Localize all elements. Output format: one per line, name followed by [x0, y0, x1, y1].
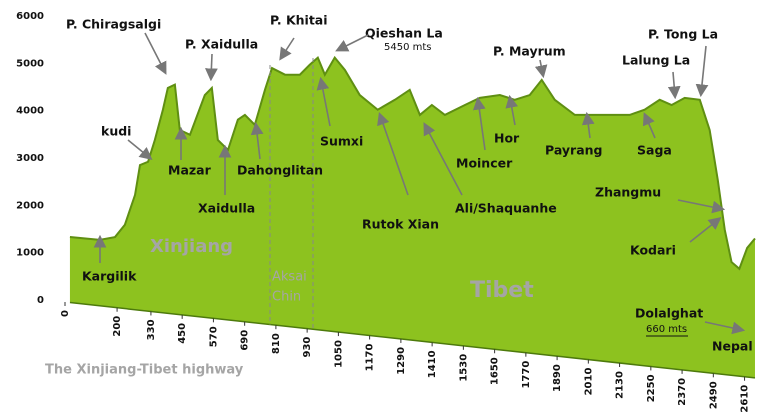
x-tick-label: 690 — [240, 330, 251, 351]
region-label: Tibet — [470, 278, 534, 303]
annotation: Moincer — [456, 156, 513, 171]
x-tick-label: 2010 — [583, 368, 594, 396]
x-tick-label: 1290 — [396, 347, 407, 375]
base-line — [69, 301, 756, 379]
x-tick-label: 2250 — [646, 374, 657, 402]
annotation: Qieshan La — [365, 26, 443, 41]
annotation-arrow — [667, 71, 681, 100]
annotation: 5450 mts — [384, 42, 432, 53]
x-tick-label: 450 — [177, 323, 188, 344]
annotation: Kargilik — [82, 269, 137, 284]
x-tick-label: 1170 — [365, 343, 376, 371]
annotation: Saga — [637, 143, 672, 158]
y-tick-label: 2000 — [16, 200, 44, 211]
area-line — [69, 55, 756, 271]
y-tick-label: 1000 — [16, 248, 44, 259]
annotation-arrow — [316, 76, 331, 127]
annotation: Hor — [494, 131, 520, 146]
annotation-arrow — [279, 37, 295, 61]
annotation-arrow — [472, 96, 486, 151]
region-label: Xinjiang — [150, 236, 233, 257]
annotation-arrow — [677, 199, 726, 214]
annotation-arrow — [144, 32, 167, 75]
annotation: P. Tong La — [648, 27, 718, 42]
annotation-arrow — [250, 121, 264, 160]
annotation: Ali/Shaquanhe — [455, 201, 557, 216]
x-tick-label: 2130 — [615, 371, 626, 399]
region-label: Chin — [272, 290, 301, 305]
annotation: Dolalghat — [635, 306, 703, 321]
annotation-arrow — [205, 53, 218, 82]
x-tick-label: 1890 — [552, 364, 563, 392]
annotation: Mazar — [168, 163, 212, 178]
x-tick-label: 570 — [208, 326, 219, 347]
y-tick-label: 6000 — [16, 11, 44, 22]
y-tick-label: 0 — [37, 295, 44, 306]
annotation: Kodari — [630, 243, 676, 258]
annotation: P. Chiragsalgi — [66, 17, 161, 32]
x-tick-label: 930 — [302, 337, 313, 358]
annotation: Dahonglitan — [237, 163, 323, 178]
x-tick-label: 1410 — [427, 350, 438, 378]
annotation-arrow — [377, 111, 409, 196]
annotation-arrow — [505, 94, 519, 126]
annotation-arrow — [534, 59, 548, 79]
annotation: P. Xaidulla — [185, 37, 258, 52]
x-tick-label: 1770 — [521, 361, 532, 389]
x-tick-label: 810 — [271, 333, 282, 354]
annotation: P. Mayrum — [493, 44, 566, 59]
annotation: P. Khitai — [270, 13, 328, 28]
x-tick-label: 330 — [146, 319, 157, 340]
y-tick-label: 4000 — [16, 106, 44, 117]
annotation-arrow — [695, 45, 709, 98]
x-tick-label: 1050 — [333, 340, 344, 368]
x-tick-label: 0 — [60, 310, 71, 317]
annotation: Sumxi — [320, 134, 363, 149]
area-fill — [69, 57, 755, 378]
annotation-arrow — [642, 112, 656, 139]
annotation-arrow — [689, 217, 722, 243]
y-tick-label: 3000 — [16, 153, 44, 164]
x-tick-label: 2370 — [677, 378, 688, 406]
annotation: Zhangmu — [595, 185, 661, 200]
annotation-arrow — [423, 122, 463, 196]
x-tick-label: 1530 — [458, 354, 469, 382]
annotation: Lalung La — [622, 53, 690, 68]
annotation-arrow — [335, 34, 369, 52]
annotation: Rutok Xian — [362, 217, 439, 232]
x-tick-label: 2490 — [708, 381, 719, 409]
annotation-arrow — [127, 139, 153, 161]
annotation: 660 mts — [646, 324, 687, 335]
region-label: Aksai — [272, 270, 307, 285]
caption: The Xinjiang-Tibet highway — [45, 363, 244, 378]
x-tick-label: 1650 — [490, 357, 501, 385]
y-tick-label: 5000 — [16, 58, 44, 69]
x-tick-label: 200 — [112, 316, 123, 337]
annotation-arrow — [704, 321, 746, 335]
annotation: kudi — [101, 124, 131, 139]
annotation: Xaidulla — [198, 201, 255, 216]
annotation-arrow — [581, 111, 595, 139]
annotation: Nepal — [712, 339, 753, 354]
annotation: Payrang — [545, 143, 602, 158]
x-tick-label: 2610 — [740, 385, 751, 413]
